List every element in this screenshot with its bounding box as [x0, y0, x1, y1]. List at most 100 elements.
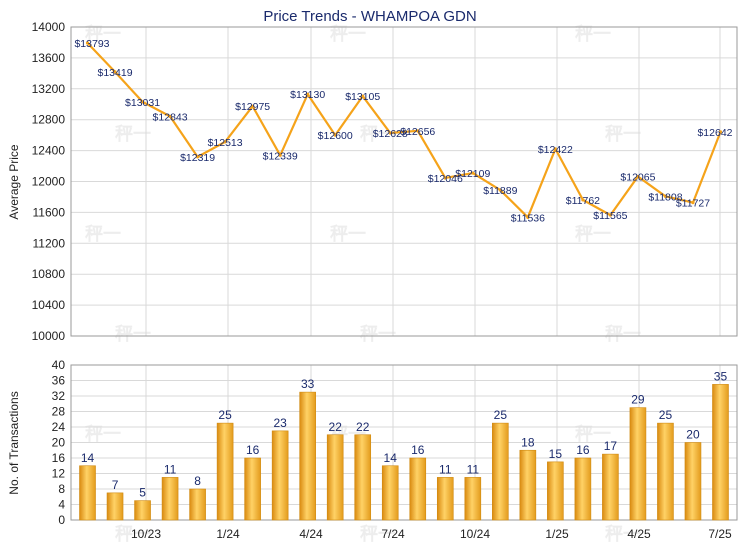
count-data-label: 5 [139, 486, 146, 500]
count-y-tick-label: 24 [52, 420, 66, 434]
price-data-label: $12600 [318, 130, 353, 142]
count-data-label: 15 [549, 447, 563, 461]
count-data-label: 11 [467, 462, 480, 476]
count-bar [519, 449, 537, 521]
count-bar [409, 457, 427, 521]
count-bar [106, 492, 124, 521]
price-point [691, 200, 695, 205]
price-point [718, 130, 723, 134]
price-point [663, 194, 668, 198]
count-data-label: 14 [384, 451, 398, 465]
price-point [85, 41, 90, 45]
price-point [581, 198, 585, 202]
count-data-label: 14 [81, 451, 95, 465]
count-bar [354, 434, 372, 521]
price-data-label: $13031 [125, 97, 160, 109]
price-data-label: $11536 [511, 212, 545, 224]
count-data-label: 22 [329, 420, 343, 434]
watermark-mark: 秤一 [115, 124, 151, 144]
watermark-mark: 秤一 [85, 24, 121, 44]
price-point [498, 188, 502, 192]
count-bar [271, 430, 289, 521]
price-y-tick-label: 13600 [32, 51, 66, 65]
count-data-label: 25 [494, 408, 508, 422]
price-point [140, 100, 145, 104]
count-data-label: 16 [246, 443, 260, 457]
watermark-mark: 秤一 [115, 524, 151, 544]
price-y-tick-label: 12800 [32, 113, 66, 127]
x-tick-label: 7/25 [708, 527, 732, 541]
count-y-axis-title: No. of Transactions [7, 391, 21, 494]
price-data-label: $12319 [180, 152, 215, 164]
count-y-tick-label: 28 [52, 405, 66, 419]
price-point [195, 155, 200, 159]
count-bar [657, 422, 674, 521]
count-y-tick-label: 4 [58, 498, 65, 512]
count-bar [134, 500, 151, 521]
price-point [608, 213, 613, 217]
price-point [443, 176, 447, 180]
x-tick-label: 4/24 [299, 527, 323, 541]
count-y-tick-label: 16 [52, 451, 66, 465]
count-data-label: 33 [301, 377, 315, 391]
price-y-axis-title: Average Price [7, 144, 21, 219]
price-point [168, 114, 172, 118]
price-data-label: $12642 [697, 127, 732, 139]
price-point [471, 171, 475, 175]
price-y-tick-label: 12000 [32, 175, 66, 189]
price-y-tick-label: 10400 [32, 298, 66, 312]
price-data-label: $12339 [263, 150, 298, 162]
count-data-label: 20 [686, 428, 700, 442]
x-tick-label: 7/24 [381, 527, 405, 541]
count-data-label: 17 [604, 439, 618, 453]
watermark-mark: 秤一 [330, 224, 366, 244]
price-point [306, 92, 310, 96]
price-point [416, 129, 420, 133]
price-data-label: $12843 [153, 111, 188, 123]
x-tick-label: 10/23 [131, 527, 161, 541]
count-y-tick-label: 0 [58, 513, 65, 527]
price-y-tick-label: 11600 [33, 205, 66, 219]
count-data-label: 18 [521, 435, 535, 449]
watermark-mark: 秤一 [575, 24, 611, 44]
count-bar [574, 457, 592, 521]
price-y-tick-label: 14000 [32, 20, 66, 34]
price-point [361, 94, 365, 98]
price-data-label: $11762 [566, 195, 600, 207]
count-data-label: 22 [356, 420, 370, 434]
price-y-tick-label: 10000 [32, 329, 66, 343]
count-bar [299, 391, 316, 521]
count-data-label: 29 [631, 393, 645, 407]
count-bar [189, 488, 206, 521]
count-y-tick-label: 8 [58, 482, 65, 496]
price-data-label: $13130 [290, 89, 325, 101]
price-y-tick-label: 12400 [32, 144, 66, 158]
watermark-mark: 秤一 [85, 224, 121, 244]
count-bar [684, 442, 702, 521]
price-data-label: $11727 [676, 198, 710, 210]
price-point [636, 174, 640, 179]
chart-title: Price Trends - WHAMPOA GDN [263, 8, 476, 25]
price-y-tick-label: 10800 [32, 267, 66, 281]
price-data-label: $12656 [400, 126, 435, 138]
x-tick-label: 10/24 [460, 527, 490, 541]
price-point [526, 215, 530, 219]
watermark-mark: 秤一 [575, 424, 611, 444]
x-tick-label: 1/25 [545, 527, 569, 541]
price-point [223, 140, 227, 144]
count-y-tick-label: 32 [52, 389, 66, 403]
count-frame [70, 364, 738, 521]
count-bar [629, 407, 647, 521]
count-y-tick-label: 40 [52, 358, 66, 372]
count-bar [381, 465, 399, 521]
watermark-mark: 秤一 [605, 124, 641, 144]
price-data-label: $12628 [373, 128, 408, 140]
price-point [113, 70, 117, 74]
count-data-label: 35 [714, 369, 728, 383]
price-data-label: $13105 [345, 91, 380, 103]
count-bar [161, 477, 179, 521]
count-bar [436, 477, 454, 521]
price-data-label: $12109 [455, 168, 490, 180]
watermark-mark: 秤一 [115, 324, 151, 344]
